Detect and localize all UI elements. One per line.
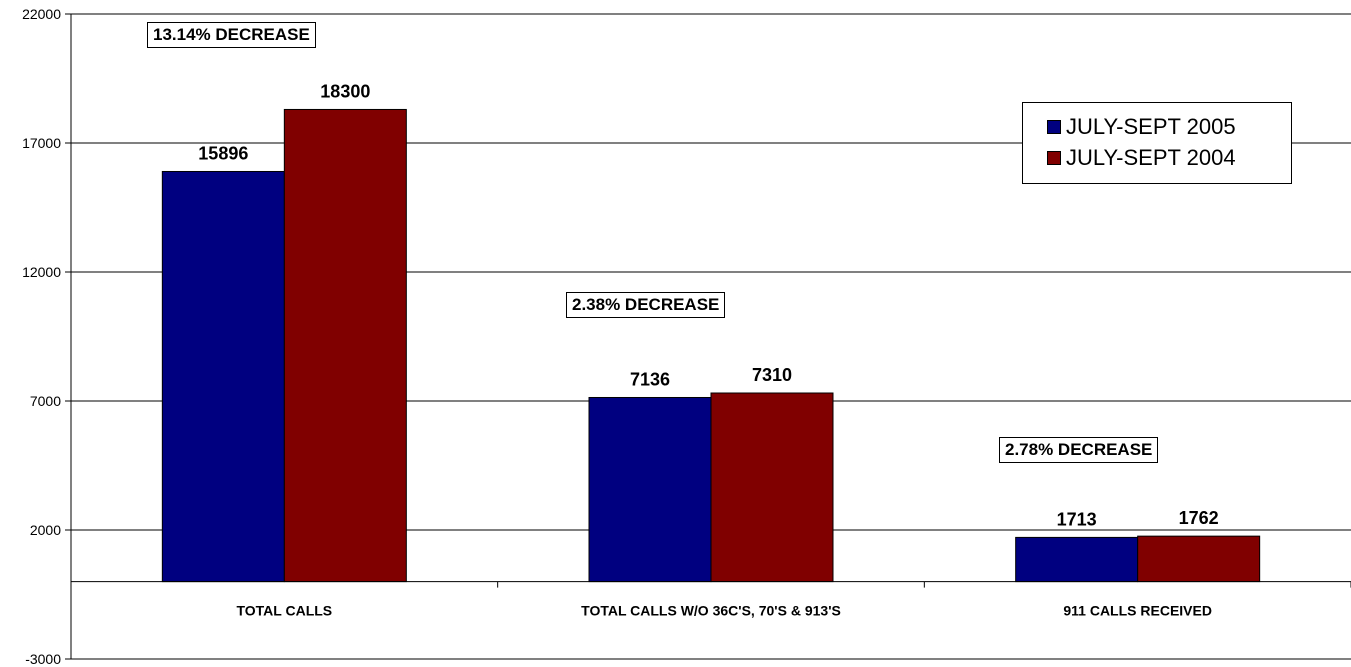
legend-item-2005: JULY-SEPT 2005 <box>1047 111 1291 142</box>
category-label: TOTAL CALLS W/O 36C'S, 70'S & 913'S <box>581 603 841 619</box>
legend: JULY-SEPT 2005 JULY-SEPT 2004 <box>1022 102 1292 184</box>
annotation-total-calls: 13.14% DECREASE <box>147 22 316 48</box>
y-tick-label: 2000 <box>30 522 61 538</box>
legend-swatch-2004 <box>1047 150 1061 165</box>
data-label: 1762 <box>1179 508 1219 528</box>
y-tick-label: 7000 <box>30 393 61 409</box>
bar-2004-0 <box>283 108 407 583</box>
legend-label-2005: JULY-SEPT 2005 <box>1066 113 1236 139</box>
bar-2004-1 <box>710 392 834 583</box>
data-label: 7310 <box>752 365 792 385</box>
category-label: 911 CALLS RECEIVED <box>1063 603 1212 619</box>
y-tick-label: 12000 <box>22 264 61 280</box>
category-label: TOTAL CALLS <box>236 603 332 619</box>
y-tick-label: 17000 <box>22 135 61 151</box>
annotation-total-calls-wo: 2.38% DECREASE <box>566 292 726 318</box>
legend-label-2004: JULY-SEPT 2004 <box>1066 144 1236 170</box>
data-label: 15896 <box>198 143 248 163</box>
legend-swatch-2005 <box>1047 119 1061 134</box>
bar-2004-2 <box>1137 535 1261 583</box>
data-label: 18300 <box>320 81 370 101</box>
data-label: 1713 <box>1057 509 1097 529</box>
annotation-911-calls: 2.78% DECREASE <box>999 437 1159 463</box>
y-tick-label: -3000 <box>25 651 61 667</box>
data-label: 7136 <box>630 369 670 389</box>
bar-2005-2 <box>1015 536 1139 583</box>
legend-item-2004: JULY-SEPT 2004 <box>1047 142 1291 173</box>
y-tick-label: 22000 <box>22 6 61 22</box>
bar-2005-0 <box>161 170 285 583</box>
bar-2005-1 <box>588 396 712 583</box>
